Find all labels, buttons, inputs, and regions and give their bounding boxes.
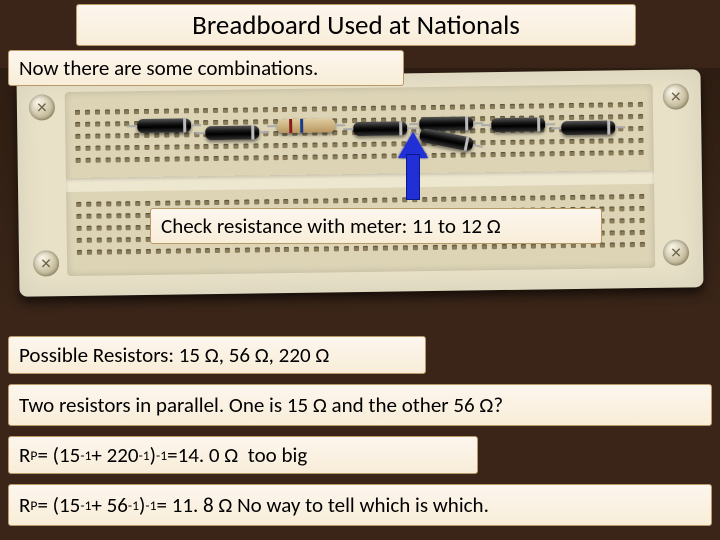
diode-component	[491, 117, 545, 132]
screw-hole	[29, 94, 55, 120]
slide-title: Breadboard Used at Nationals	[76, 4, 636, 46]
subtitle-text: Now there are some combinations.	[8, 50, 404, 86]
screw-hole	[663, 239, 689, 265]
diode-component	[137, 118, 191, 133]
resistor-component	[277, 118, 335, 133]
diode-component	[561, 120, 615, 135]
breadboard-grid	[65, 84, 656, 276]
possible-resistors-text: Possible Resistors: 15 Ω, 56 Ω, 220 Ω	[8, 336, 426, 374]
diode-component	[205, 125, 259, 140]
two-resistors-text: Two resistors in parallel. One is 15 Ω a…	[8, 384, 712, 426]
screw-hole	[663, 83, 689, 109]
breadboard	[17, 69, 704, 297]
rp-formula-1: RP = (15-1 + 220-1)-1 =14. 0 Ω too big	[8, 436, 478, 474]
breadboard-channel	[66, 170, 654, 192]
screw-hole	[33, 250, 59, 276]
rp-formula-2: RP = (15-1 + 56-1)-1 = 11. 8 Ω No way to…	[8, 484, 712, 526]
pointer-arrow	[398, 132, 428, 200]
check-resistance-callout: Check resistance with meter: 11 to 12 Ω	[150, 208, 602, 244]
